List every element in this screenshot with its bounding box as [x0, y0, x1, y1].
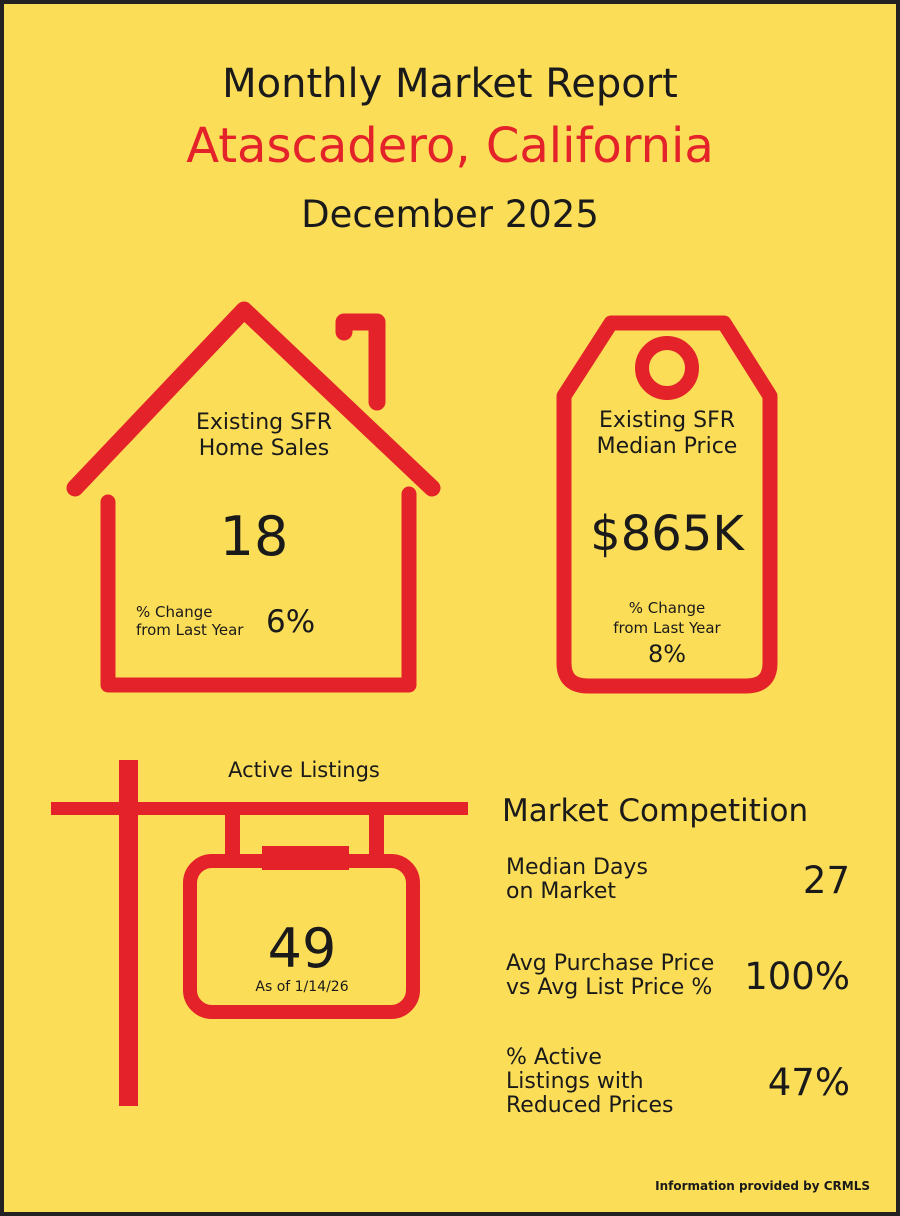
median-price-change-value: 8% [647, 640, 687, 668]
report-page: Monthly Market Report Atascadero, Califo… [4, 4, 896, 1212]
active-listings-value: 49 [267, 917, 337, 980]
report-title: Monthly Market Report [222, 61, 678, 107]
median-days-label-line1: Median Days [506, 855, 648, 880]
home-sales-change-label-line1: % Change [136, 603, 213, 621]
median-days-value: 27 [802, 859, 850, 902]
price-tag-icon [556, 315, 778, 694]
median-price-label-line1: Existing SFR [598, 408, 736, 433]
report-month: December 2025 [301, 193, 599, 236]
avg-purchase-value: 100% [744, 955, 850, 998]
median-price-change-label-line2: from Last Year [613, 619, 721, 637]
reduced-prices-label-line2: Listings with [506, 1069, 644, 1094]
active-listings-label: Active Listings [228, 758, 380, 782]
home-sales-change-label-line2: from Last Year [136, 621, 244, 639]
median-days-label-line2: on Market [506, 879, 617, 904]
home-sales-change-value: 6% [266, 604, 316, 640]
home-sales-value: 18 [219, 505, 289, 568]
data-source-credit: Information provided by CRMLS [655, 1179, 870, 1193]
home-sales-label-line2: Home Sales [198, 436, 330, 461]
market-competition-heading: Market Competition [502, 793, 809, 829]
avg-purchase-label-line2: vs Avg List Price % [506, 975, 713, 1000]
city-name: Atascadero, California [186, 118, 714, 174]
infographic-artwork [51, 301, 778, 1106]
reduced-prices-label-line3: Reduced Prices [506, 1093, 674, 1118]
median-price-label-line2: Median Price [596, 434, 738, 459]
active-listings-as-of: As of 1/14/26 [255, 979, 349, 995]
house-icon [66, 301, 441, 693]
median-price-change-label-line1: % Change [628, 599, 706, 617]
home-sales-label-line1: Existing SFR [195, 410, 333, 435]
reduced-prices-label-line1: % Active [506, 1045, 602, 1070]
avg-purchase-label-line1: Avg Purchase Price [506, 951, 715, 976]
reduced-prices-value: 47% [767, 1061, 850, 1104]
for-sale-sign-icon [51, 760, 468, 1106]
median-price-value: $865K [590, 506, 744, 562]
